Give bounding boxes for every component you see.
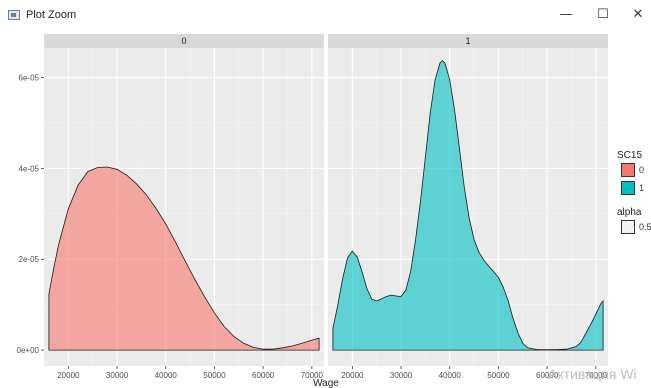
legend-entry-1: 1 — [617, 181, 651, 197]
x-tick-label: 30000 — [390, 371, 413, 380]
facet-strip-label-0: 0 — [181, 36, 186, 46]
y-tick-label: 2e-05 — [19, 255, 40, 264]
legend-key-0 — [621, 163, 635, 177]
x-axis-ticks-1: 20000 30000 40000 50000 60000 70000 — [341, 366, 607, 380]
maximize-button[interactable]: ☐ — [597, 7, 609, 22]
legend-label-0: 0 — [639, 165, 645, 175]
x-axis-ticks-0: 20000 30000 40000 50000 60000 70000 — [57, 366, 323, 380]
density-plot: 0 20000 30000 40000 50000 60000 70000 1 20000… — [0, 30, 651, 388]
legend-key-1 — [621, 181, 635, 195]
x-tick-label: 60000 — [536, 371, 559, 380]
facet-strip-0 — [44, 34, 324, 48]
activation-watermark: Активация Wi — [548, 366, 637, 382]
facet-strip-label-1: 1 — [465, 36, 470, 46]
x-tick-label: 50000 — [203, 371, 226, 380]
x-tick-label: 50000 — [487, 371, 510, 380]
facet-panel-1: 1 20000 30000 40000 50000 60000 70000 — [328, 34, 608, 380]
x-tick-label: 20000 — [341, 371, 364, 380]
y-axis-ticks: 0e+00 2e-05 4e-05 6e-05 — [17, 74, 44, 355]
x-tick-label: 70000 — [301, 371, 324, 380]
density-area-1 — [332, 60, 604, 351]
x-tick-label: 40000 — [439, 371, 462, 380]
y-tick-label: 0e+00 — [17, 346, 40, 355]
window-titlebar: Plot Zoom — ☐ ✕ — [0, 0, 651, 30]
close-button[interactable]: ✕ — [632, 7, 644, 22]
x-tick-label: 40000 — [155, 371, 178, 380]
y-tick-label: 4e-05 — [19, 164, 40, 173]
density-area-0 — [48, 166, 320, 351]
legend: SC15 0 1 alpha 0.5 — [617, 150, 651, 236]
plot-window-icon — [8, 10, 20, 20]
legend-alpha-entry: 0.5 — [617, 220, 651, 236]
legend-fill-title: SC15 — [617, 150, 643, 161]
facet-panel-0: 0 20000 30000 40000 50000 60000 70000 — [44, 34, 324, 380]
x-tick-label: 70000 — [585, 371, 608, 380]
legend-alpha-title: alpha — [617, 207, 642, 218]
facet-strip-1 — [328, 34, 608, 48]
legend-alpha-label: 0.5 — [639, 222, 651, 232]
x-tick-label: 20000 — [57, 371, 80, 380]
x-tick-label: 60000 — [252, 371, 275, 380]
window-title: Plot Zoom — [26, 9, 77, 21]
legend-entry-0: 0 — [617, 163, 651, 179]
y-tick-label: 6e-05 — [19, 74, 40, 83]
legend-label-1: 1 — [639, 183, 645, 193]
x-tick-label: 30000 — [106, 371, 129, 380]
minimize-button[interactable]: — — [559, 7, 573, 22]
legend-alpha-key — [621, 220, 635, 234]
x-axis-title: Wage — [313, 378, 339, 388]
